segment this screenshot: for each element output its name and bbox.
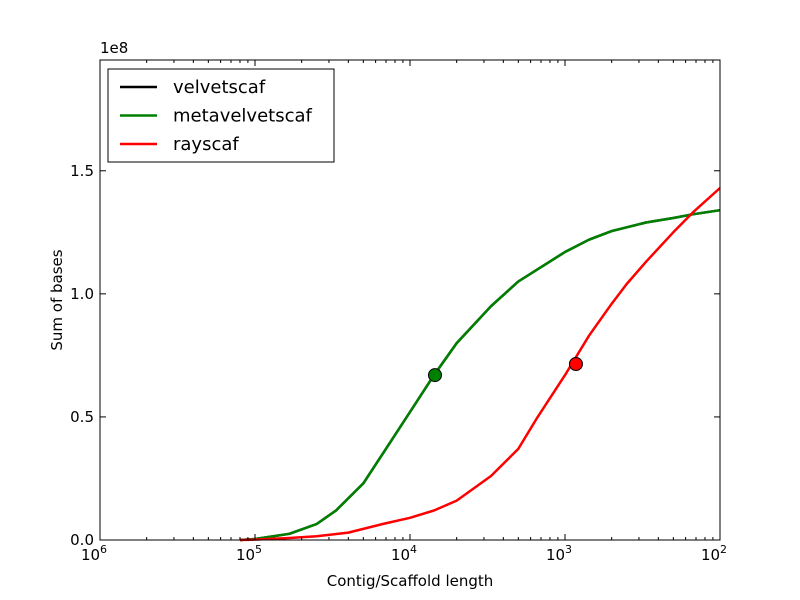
- marker-metavelvetscaf: [427, 368, 442, 383]
- x-axis-title: Contig/Scaffold length: [327, 572, 494, 590]
- y-axis-title: Sum of bases: [48, 249, 66, 350]
- x-tick-label: 102: [701, 543, 727, 564]
- y-tick-label: 1.5: [70, 162, 94, 180]
- legend-label-rayscaf: rayscaf: [173, 134, 239, 155]
- series-line-metavelvetscaf: [239, 208, 721, 542]
- legend-label-metavelvetscaf: metavelvetscaf: [173, 106, 313, 127]
- y-offset-label: 1e8: [100, 39, 128, 57]
- legend-label-velvetscaf: velvetscaf: [173, 77, 266, 98]
- legend: velvetscaf metavelvetscaf rayscaf: [107, 68, 335, 163]
- legend-entries: velvetscaf metavelvetscaf rayscaf: [120, 77, 313, 155]
- x-tick-label: 104: [391, 543, 417, 564]
- x-tick-label: 103: [546, 543, 572, 564]
- y-tick-label: 1.0: [70, 285, 94, 303]
- x-tick-label: 106: [81, 543, 107, 564]
- y-tick-label: 0.5: [70, 408, 94, 426]
- y-tick-label: 0.0: [70, 531, 94, 549]
- series-line-rayscaf: [239, 187, 721, 542]
- x-tick-label: 105: [236, 543, 262, 564]
- plot-area: [239, 187, 721, 542]
- ticks: 106 105 104 103 102 0.0 0.5 1.0 1.5: [70, 60, 727, 564]
- marker-rayscaf: [568, 357, 583, 371]
